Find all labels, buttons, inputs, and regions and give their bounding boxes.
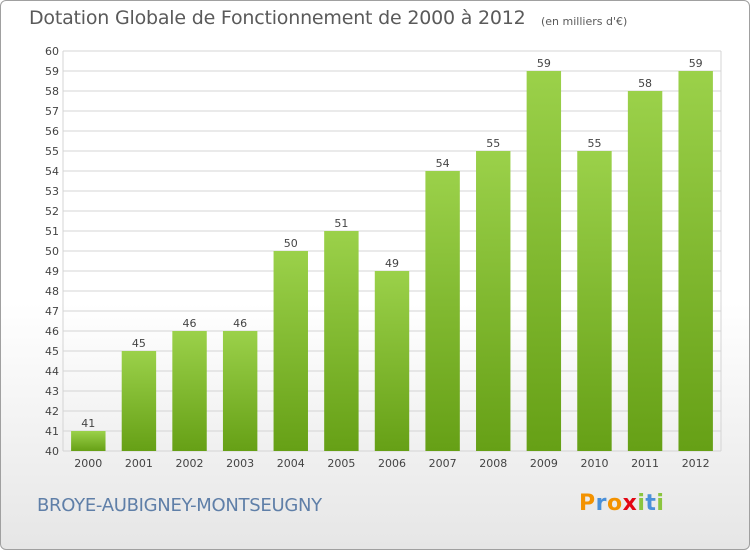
bar (374, 271, 410, 451)
logo-letter: i (656, 491, 665, 516)
bar (172, 331, 207, 451)
y-tick-label: 60 (45, 45, 59, 58)
logo-letter: t (645, 491, 657, 516)
bar (678, 71, 713, 451)
logo-letter: o (606, 491, 623, 516)
chart-subtitle: (en milliers d'€) (541, 15, 628, 28)
y-tick-label: 51 (45, 225, 59, 238)
data-label: 54 (436, 157, 450, 170)
data-label: 58 (638, 77, 652, 90)
logo-letter: r (595, 491, 607, 516)
data-label: 55 (486, 137, 500, 150)
data-label: 59 (689, 57, 703, 70)
bars (71, 71, 713, 451)
x-tick-label: 2008 (479, 457, 507, 470)
y-tick-label: 47 (45, 305, 59, 318)
bar (526, 71, 562, 451)
y-tick-label: 54 (45, 165, 59, 178)
y-axis-ticks: 40 41 42 43 44 45 46 47 48 49 50 51 52 53 54 55 56 57 58 59… (45, 45, 59, 458)
data-label: 41 (81, 417, 95, 430)
x-tick-label: 2010 (580, 457, 608, 470)
y-tick-label: 46 (45, 325, 59, 338)
x-tick-label: 2009 (530, 457, 558, 470)
y-tick-label: 40 (45, 445, 59, 458)
bar (71, 431, 106, 451)
logo-letter: i (637, 491, 646, 516)
data-label: 51 (334, 217, 348, 230)
y-tick-label: 59 (45, 65, 59, 78)
y-tick-label: 41 (45, 425, 59, 438)
data-label: 46 (183, 317, 197, 330)
y-tick-label: 49 (45, 265, 59, 278)
logo-letter: P (579, 491, 596, 516)
chart-title: Dotation Globale de Fonctionnement de 20… (29, 7, 526, 29)
x-tick-label: 2001 (125, 457, 153, 470)
y-tick-label: 50 (45, 245, 59, 258)
data-label: 49 (385, 257, 399, 270)
bar (121, 351, 157, 451)
y-tick-label: 43 (45, 385, 59, 398)
x-tick-label: 2011 (631, 457, 659, 470)
x-tick-label: 2003 (226, 457, 254, 470)
bar (425, 171, 460, 451)
y-tick-label: 58 (45, 85, 59, 98)
data-labels: 41 45 46 46 50 51 49 54 55 59 55 58 59 (81, 57, 702, 430)
y-tick-label: 52 (45, 205, 59, 218)
bar (476, 151, 511, 451)
x-tick-label: 2004 (277, 457, 305, 470)
x-tick-label: 2002 (176, 457, 204, 470)
place-name: BROYE-AUBIGNEY-MONTSEUGNY (37, 495, 322, 516)
data-label: 46 (233, 317, 247, 330)
data-label: 55 (587, 137, 601, 150)
x-tick-label: 2005 (327, 457, 355, 470)
y-tick-label: 57 (45, 105, 59, 118)
bar (324, 231, 359, 451)
bar (273, 251, 308, 451)
y-tick-label: 56 (45, 125, 59, 138)
x-axis-ticks: 2000 2001 2002 2003 2004 2005 2006 2007 2008 2009… (74, 457, 709, 470)
y-tick-label: 53 (45, 185, 59, 198)
y-tick-label: 48 (45, 285, 59, 298)
y-tick-label: 42 (45, 405, 59, 418)
logo-letter: x (622, 491, 638, 516)
bar (627, 91, 663, 451)
proxiti-logo: Proxiti (579, 491, 664, 516)
bar (222, 331, 258, 451)
x-tick-label: 2007 (429, 457, 457, 470)
x-tick-label: 2006 (378, 457, 406, 470)
x-tick-label: 2012 (682, 457, 710, 470)
data-label: 50 (284, 237, 298, 250)
data-label: 45 (132, 337, 146, 350)
data-label: 59 (537, 57, 551, 70)
x-tick-label: 2000 (74, 457, 102, 470)
y-tick-label: 55 (45, 145, 59, 158)
bar (577, 151, 612, 451)
y-tick-label: 45 (45, 345, 59, 358)
y-tick-label: 44 (45, 365, 59, 378)
